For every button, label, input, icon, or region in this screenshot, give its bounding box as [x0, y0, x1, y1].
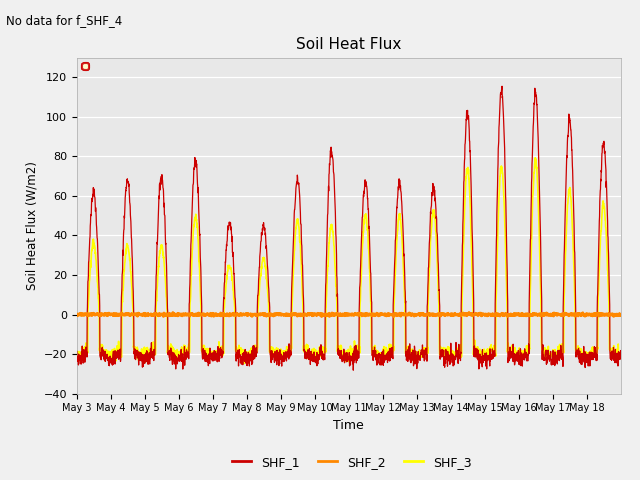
Y-axis label: Soil Heat Flux (W/m2): Soil Heat Flux (W/m2): [25, 161, 38, 290]
Title: Soil Heat Flux: Soil Heat Flux: [296, 37, 401, 52]
Text: No data for f_SHF_4: No data for f_SHF_4: [6, 14, 123, 27]
Legend: : [83, 63, 89, 70]
Legend: SHF_1, SHF_2, SHF_3: SHF_1, SHF_2, SHF_3: [227, 451, 477, 474]
X-axis label: Time: Time: [333, 419, 364, 432]
